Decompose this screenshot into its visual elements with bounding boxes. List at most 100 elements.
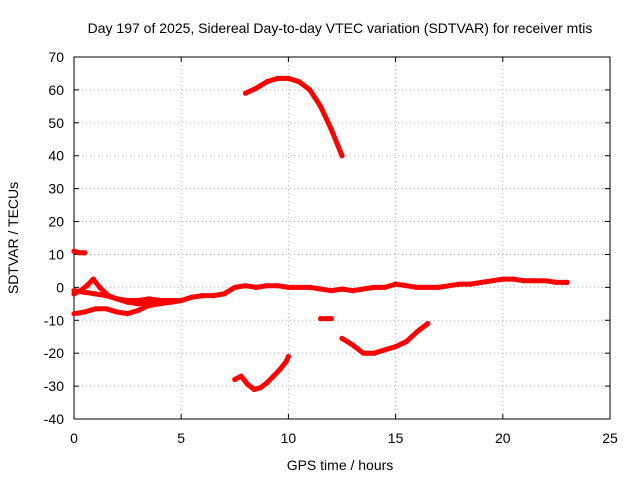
- data-point: [328, 126, 334, 132]
- data-point: [135, 301, 141, 307]
- data-point: [478, 279, 484, 285]
- data-point: [564, 279, 570, 285]
- y-tick-label: -40: [44, 411, 64, 427]
- data-point: [414, 329, 420, 335]
- y-tick-label: 30: [48, 181, 64, 197]
- series-arc-high: [243, 75, 345, 159]
- data-point: [350, 342, 356, 348]
- data-point: [167, 299, 174, 305]
- data-point: [257, 385, 264, 391]
- y-tick-label: 70: [48, 49, 64, 65]
- data-point: [221, 291, 227, 297]
- data-point: [135, 307, 141, 313]
- data-point: [253, 85, 259, 91]
- data-point: [178, 297, 184, 304]
- data-point: [97, 284, 103, 290]
- data-point: [71, 311, 77, 317]
- data-point: [90, 276, 96, 282]
- y-tick-label: 0: [56, 279, 64, 295]
- data-point: [92, 306, 98, 312]
- chart-series: [71, 75, 570, 392]
- data-point: [125, 311, 131, 317]
- data-point: [324, 316, 330, 322]
- y-tick-label: 50: [48, 115, 64, 131]
- data-point: [232, 376, 238, 383]
- data-point: [307, 87, 313, 93]
- data-point: [339, 335, 345, 341]
- data-point: [382, 347, 388, 353]
- data-point: [489, 278, 495, 284]
- data-point: [543, 278, 549, 284]
- data-point: [125, 299, 131, 305]
- data-point: [114, 296, 120, 302]
- y-tick-label: 40: [48, 148, 64, 164]
- y-tick-label: 10: [48, 246, 64, 262]
- data-point: [146, 296, 152, 302]
- data-point: [446, 283, 452, 289]
- data-point: [76, 250, 82, 256]
- data-point: [532, 278, 538, 284]
- data-point: [435, 284, 442, 290]
- data-point: [553, 279, 560, 285]
- x-tick-label: 25: [602, 430, 618, 446]
- data-point: [285, 353, 291, 360]
- data-point: [457, 281, 463, 287]
- data-point: [157, 301, 163, 307]
- data-point: [500, 276, 506, 282]
- data-point: [350, 288, 356, 294]
- data-point: [371, 350, 377, 356]
- data-point: [270, 373, 276, 379]
- data-point: [82, 309, 88, 315]
- data-point: [275, 75, 281, 81]
- y-tick-label: 60: [48, 82, 64, 98]
- axis-ticks: 0 5 10 15 20 25 -40 -30 -20 -10 0 10 20 30 40 50 60 70: [44, 49, 618, 446]
- plot-frame: [73, 56, 611, 420]
- data-point: [82, 250, 88, 256]
- data-point: [318, 316, 324, 322]
- y-tick-label: -20: [44, 345, 64, 361]
- data-point: [71, 291, 77, 297]
- x-tick-label: 10: [281, 430, 297, 446]
- data-point: [318, 286, 324, 292]
- data-point: [339, 153, 345, 159]
- data-point: [414, 284, 420, 290]
- data-point: [393, 281, 399, 287]
- data-point: [285, 284, 291, 290]
- data-point: [296, 284, 302, 290]
- data-point: [360, 350, 366, 356]
- data-point: [328, 316, 334, 322]
- chart-title: Day 197 of 2025, Sidereal Day-to-day VTE…: [88, 20, 593, 36]
- data-point: [403, 283, 409, 289]
- data-point: [114, 309, 120, 315]
- y-tick-label: -10: [44, 312, 64, 328]
- data-point: [283, 358, 289, 364]
- x-tick-label: 20: [495, 430, 511, 446]
- data-point: [296, 79, 302, 85]
- data-point: [328, 288, 334, 294]
- data-point: [510, 276, 517, 282]
- y-axis-label: SDTVAR / TECUs: [5, 182, 21, 294]
- data-point: [77, 288, 83, 294]
- y-tick-label: 20: [48, 214, 64, 230]
- data-point: [382, 284, 388, 290]
- data-point: [425, 284, 431, 290]
- data-point: [360, 286, 366, 292]
- y-tick-label: -30: [44, 378, 64, 394]
- data-point: [318, 103, 324, 109]
- data-point: [238, 373, 244, 379]
- x-tick-label: 5: [177, 430, 185, 446]
- data-point: [371, 284, 377, 290]
- x-axis-label: GPS time / hours: [287, 457, 394, 473]
- data-point: [245, 381, 251, 387]
- data-point: [521, 278, 527, 284]
- data-point: [264, 283, 270, 289]
- data-point: [242, 283, 249, 289]
- chart-grid: [74, 57, 610, 419]
- data-point: [275, 283, 281, 289]
- x-tick-label: 15: [388, 430, 404, 446]
- data-point: [403, 339, 409, 345]
- data-point: [264, 380, 270, 386]
- data-point: [425, 321, 431, 327]
- data-point: [285, 75, 291, 81]
